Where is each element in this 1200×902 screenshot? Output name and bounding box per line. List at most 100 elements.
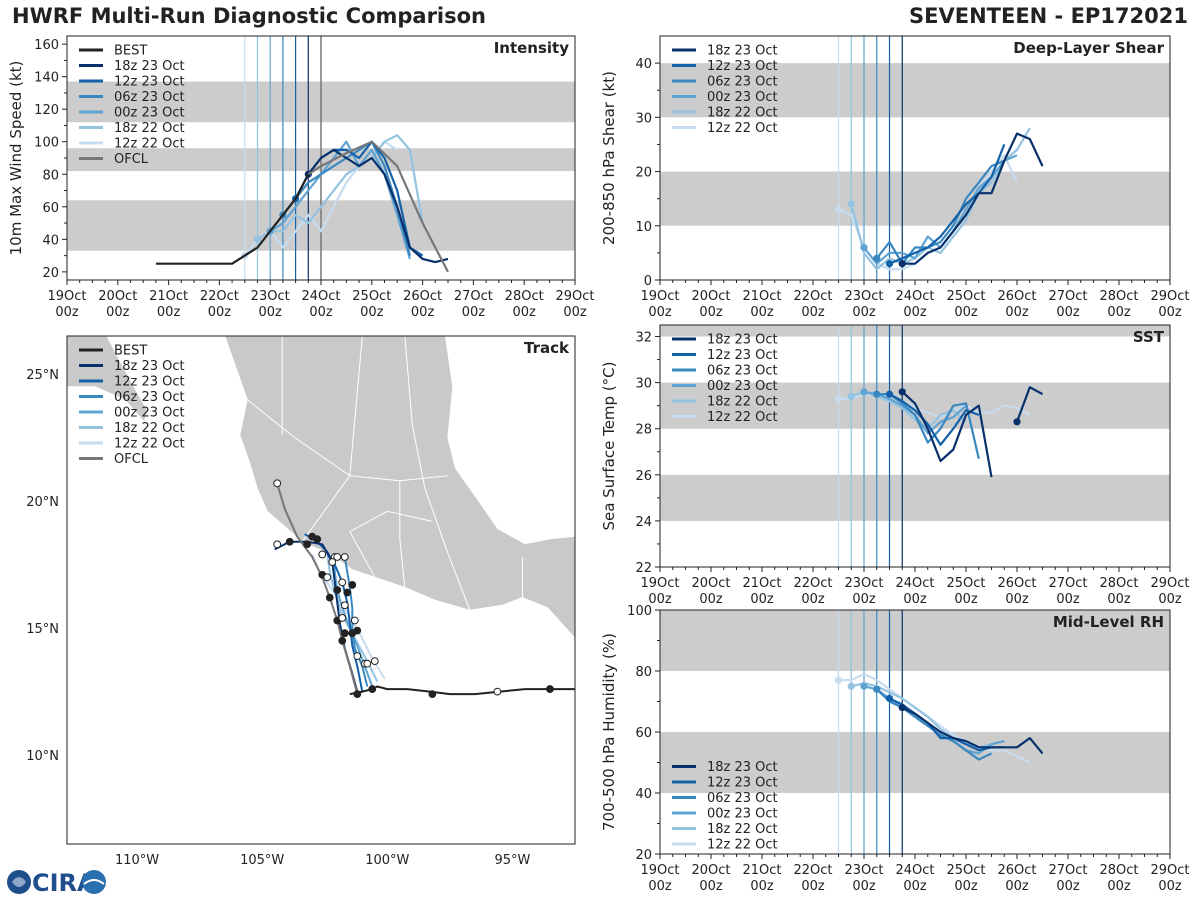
intensity-legend-label-12z-22-oct: 12z 22 Oct [114, 137, 185, 152]
rh-series-18z-23-oct [901, 706, 1044, 755]
shear-series-12z-23-oct [889, 143, 1006, 265]
intensity-xtick-hour-label: 00z [106, 305, 130, 320]
sst-legend-label-00z-23-oct: 00z 23 Oct [707, 379, 778, 394]
track-marker-18z-22-oct [328, 558, 337, 566]
track-marker-18z-23-oct [273, 540, 282, 549]
rh-ytick-label: 40 [635, 787, 652, 802]
shear-series-18z-22-oct [850, 127, 1031, 271]
rh-band-0 [660, 732, 1170, 793]
shear-xtick-hour-label: 00z [801, 305, 825, 320]
track-marker-00z-23-oct [333, 553, 342, 561]
rh-series-group [834, 672, 1044, 764]
sst-xtick-day-label: 19Oct [640, 576, 679, 591]
shear-ytick-label: 40 [635, 57, 652, 72]
rh-band-1 [660, 610, 1170, 671]
shear-legend-label-12z-22-oct: 12z 22 Oct [707, 121, 778, 136]
sst-legend-label-18z-22-oct: 18z 22 Oct [707, 395, 778, 410]
sst-series-18z-23-oct [901, 390, 993, 478]
sst-ytick-label: 32 [635, 331, 652, 346]
rh-xtick-hour-label: 00z [852, 879, 876, 894]
sst-legend-label-12z-22-oct: 12z 22 Oct [707, 410, 778, 425]
track-legend-label-12z-22-oct: 12z 22 Oct [114, 437, 185, 452]
rh-xtick-hour-label: 00z [801, 879, 825, 894]
track-lon-label: 100°W [365, 853, 409, 868]
intensity-series-18z-23-oct [307, 148, 449, 264]
shear-init-point-18z-23-oct [898, 260, 906, 268]
sst-xtick-hour-label: 00z [801, 592, 825, 607]
shear-series-06z-23-oct [875, 159, 1005, 265]
intensity-xtick-hour-label: 00z [513, 305, 537, 320]
track-lon-label: 110°W [115, 853, 159, 868]
rh-xtick-day-label: 19Oct [640, 863, 679, 878]
rh-init-point-00z-23-oct [860, 682, 868, 690]
sst-xtick-day-label: 28Oct [1099, 576, 1138, 591]
shear-band-1 [660, 63, 1170, 118]
rh-xtick-day-label: 26Oct [997, 863, 1036, 878]
shear-xtick-day-label: 26Oct [997, 289, 1036, 304]
rh-init-point-12z-23-oct [885, 694, 894, 703]
track-marker-best [493, 687, 502, 696]
shear-legend-label-18z-23-oct: 18z 23 Oct [707, 44, 778, 59]
shear-ytick-label: 0 [644, 274, 652, 289]
track-legend-label-18z-23-oct: 18z 23 Oct [114, 359, 185, 374]
mexico-land [67, 336, 575, 640]
rh-xtick-hour-label: 00z [1158, 879, 1182, 894]
rh-init-point-18z-22-oct [847, 682, 855, 690]
intensity-xtick-day-label: 28Oct [505, 289, 544, 304]
intensity-ytick-label: 20 [42, 266, 59, 281]
rh-panel-title: Mid-Level RH [1053, 613, 1164, 631]
track-legend-label-18z-22-oct: 18z 22 Oct [114, 421, 185, 436]
shear-xtick-hour-label: 00z [1005, 305, 1029, 320]
intensity-ytick-label: 120 [34, 103, 59, 118]
rh-xtick-day-label: 20Oct [691, 863, 730, 878]
shear-xtick-day-label: 29Oct [1150, 289, 1189, 304]
intensity-init-point-18z-22-oct [253, 235, 262, 243]
rh-ylabel: 700-500 hPa Humidity (%) [600, 633, 618, 831]
shear-series-group [834, 127, 1044, 271]
intensity-xtick-day-label: 25Oct [352, 289, 391, 304]
track-legend-label-12z-23-oct: 12z 23 Oct [114, 375, 185, 390]
track-marker-00z-23-oct [350, 616, 359, 625]
shear-legend-label-00z-23-oct: 00z 23 Oct [707, 90, 778, 105]
rh-ytick-label: 60 [635, 726, 652, 741]
shear-legend-label-12z-23-oct: 12z 23 Oct [707, 59, 778, 74]
track-ofcl [276, 483, 359, 695]
intensity-legend-label-best: BEST [114, 44, 147, 59]
sst-legend-label-18z-23-oct: 18z 23 Oct [707, 333, 778, 348]
intensity-xtick-day-label: 24Oct [301, 289, 340, 304]
intensity-xtick-hour-label: 00z [208, 305, 232, 320]
sst-ylabel: Sea Surface Temp (°C) [600, 361, 618, 530]
sst-xtick-hour-label: 00z [750, 592, 774, 607]
intensity-xtick-hour-label: 00z [563, 305, 587, 320]
track-lat-label: 25°N [26, 368, 59, 383]
track-marker-ofcl [273, 479, 282, 488]
intensity-xtick-hour-label: 00z [462, 305, 486, 320]
sst-series-12z-23-oct [888, 393, 980, 446]
track-marker-18z-23-oct [340, 629, 349, 638]
rh-xtick-day-label: 24Oct [895, 863, 934, 878]
sst-xtick-day-label: 29Oct [1150, 576, 1189, 591]
track-legend-label-00z-23-oct: 00z 23 Oct [114, 406, 185, 421]
intensity-ytick-label: 40 [42, 233, 59, 248]
sst-ytick-label: 28 [635, 423, 652, 438]
track-marker-18z-22-oct [338, 614, 347, 622]
shear-xtick-hour-label: 00z [750, 305, 774, 320]
intensity-legend-label-18z-23-oct: 18z 23 Oct [114, 59, 185, 74]
sst-xtick-hour-label: 00z [852, 592, 876, 607]
intensity-xtick-day-label: 26Oct [403, 289, 442, 304]
sst-init-point-18z-22-oct [847, 392, 855, 401]
rh-xtick-hour-label: 00z [750, 879, 774, 894]
intensity-series-best [155, 173, 310, 265]
track-legend-label-ofcl: OFCL [114, 452, 149, 467]
gulf-of-mexico [444, 336, 575, 545]
sst-init-point-18z-23-oct [1013, 418, 1021, 426]
rh-ytick-label: 80 [635, 665, 652, 680]
shear-ytick-label: 20 [635, 166, 652, 181]
rh-xtick-hour-label: 00z [699, 879, 723, 894]
track-lon-label: 105°W [240, 853, 284, 868]
intensity-xtick-day-label: 20Oct [98, 289, 137, 304]
intensity-ytick-label: 80 [42, 168, 59, 183]
intensity-legend-label-00z-23-oct: 00z 23 Oct [114, 106, 185, 121]
sst-xtick-day-label: 24Oct [895, 576, 934, 591]
intensity-legend-label-06z-23-oct: 06z 23 Oct [114, 90, 185, 105]
